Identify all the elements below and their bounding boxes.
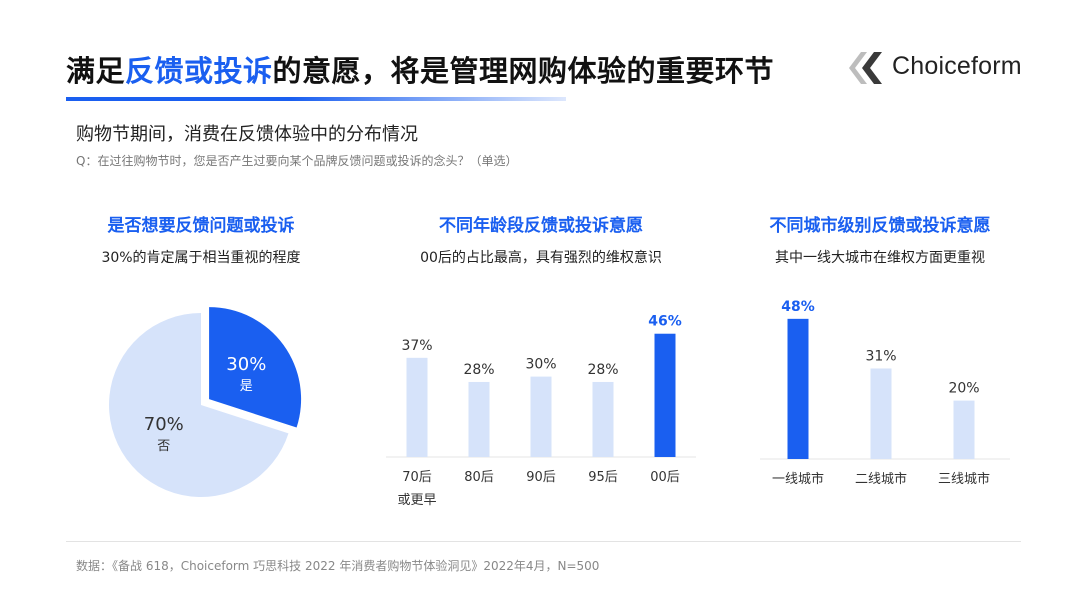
page-title: 满足反馈或投诉的意愿，将是管理网购体验的重要环节: [66, 48, 774, 90]
bar: [468, 381, 490, 457]
bar-value-label: 48%: [781, 299, 815, 315]
bar-value-label: 37%: [401, 338, 432, 354]
bar-value-label: 30%: [525, 357, 556, 373]
footer-divider: [66, 541, 1021, 542]
panel-title-age: 不同年龄段反馈或投诉意愿: [439, 216, 643, 236]
section-subtitle: 购物节期间，消费在反馈体验中的分布情况: [76, 124, 418, 145]
pie-chart: 30% 是 70% 否: [108, 307, 302, 497]
bar: [953, 400, 975, 459]
survey-question: Q：在过往购物节时，您是否产生过要向某个品牌反馈问题或投诉的念头？（单选）: [76, 154, 518, 168]
city-bar-chart: 48% 一线城市 31% 二线城市 20% 三线城市: [760, 299, 1010, 487]
bar: [406, 357, 428, 457]
category-label: 90后: [526, 470, 556, 485]
data-source: 数据：《备战 618，Choiceform 巧思科技 2022 年消费者购物节体…: [76, 559, 600, 573]
pie-category-label: 是: [240, 379, 253, 394]
bar-value-label: 46%: [648, 314, 682, 330]
category-label: 70后: [402, 470, 432, 485]
category-label: 95后: [588, 470, 618, 485]
bar-value-label: 28%: [587, 362, 618, 378]
logo-text: Choiceform: [892, 51, 1022, 80]
bar: [787, 318, 809, 459]
pie-value-label: 30%: [226, 354, 266, 375]
title-underline: [66, 97, 566, 101]
choiceform-logo-icon: [849, 52, 882, 84]
title-part: 的意愿，将是管理网购体验的重要环节: [272, 54, 775, 88]
panel-subtitle-pie: 30%的肯定属于相当重视的程度: [101, 250, 301, 266]
title-part: 满足: [66, 54, 126, 88]
panel-subtitle-age: 00后的占比最高，具有强烈的维权意识: [420, 250, 662, 266]
pie-slice-no: [108, 313, 289, 497]
bar: [530, 376, 552, 457]
panel-title-pie: 是否想要反馈问题或投诉: [107, 216, 295, 236]
category-label: 三线城市: [938, 471, 990, 487]
bar-value-label: 28%: [463, 362, 494, 378]
bar-value-label: 31%: [865, 348, 896, 364]
category-label: 或更早: [397, 493, 436, 508]
bar: [592, 381, 614, 457]
pie-slice-yes: [209, 307, 302, 428]
bar: [654, 333, 676, 457]
panel-subtitle-city: 其中一线大城市在维权方面更重视: [775, 250, 985, 266]
pie-value-label: 70%: [144, 414, 184, 435]
category-label: 00后: [650, 470, 680, 485]
bar: [870, 368, 892, 459]
title-highlight: 反馈或投诉: [125, 54, 273, 88]
brand-logo: Choiceform: [846, 46, 1022, 86]
category-label: 80后: [464, 470, 494, 485]
pie-category-label: 否: [157, 439, 170, 454]
category-label: 二线城市: [855, 471, 907, 487]
panel-title-city: 不同城市级别反馈或投诉意愿: [769, 216, 991, 236]
category-label: 一线城市: [772, 471, 824, 487]
bar-value-label: 20%: [948, 381, 979, 397]
